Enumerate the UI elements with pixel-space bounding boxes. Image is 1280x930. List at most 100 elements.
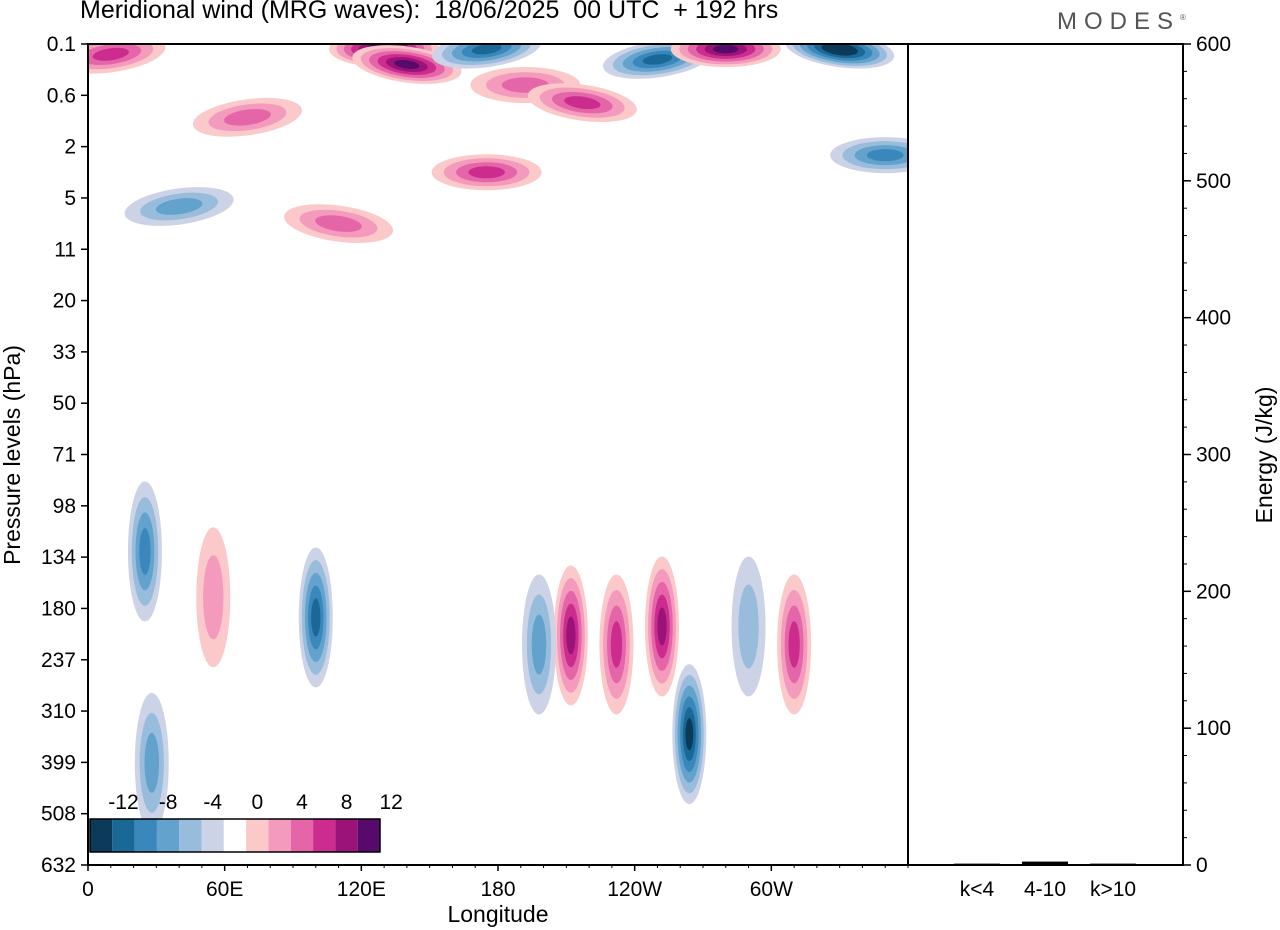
y-tick-label: 71 — [53, 444, 76, 467]
field-feature — [553, 565, 588, 706]
colorbar-label: -12 — [108, 791, 138, 814]
y-axis: 0.1 0.6 2 5 11 20 33 50 71 98 134 180 237 310 399 508 63… — [41, 33, 88, 877]
y-tick-label: 310 — [41, 700, 76, 723]
field-feature — [670, 44, 781, 68]
x-tick-label: 120E — [337, 878, 386, 901]
colorbar-swatch — [156, 819, 180, 852]
colorbar-swatch — [90, 819, 113, 852]
colorbar: -12 -8 -4 0 4 8 12 — [89, 791, 403, 853]
energy-plot-frame — [907, 43, 1184, 866]
y-tick-label: 180 — [41, 597, 76, 620]
energy-bar — [1022, 861, 1068, 865]
field-feature — [192, 97, 302, 137]
y-tick-label: 632 — [41, 854, 76, 877]
logo-text: MODES — [1057, 8, 1181, 35]
contour-fill — [155, 198, 203, 215]
contour-fill — [224, 108, 271, 126]
energy-axis-title: Energy (J/kg) — [1251, 387, 1277, 524]
y-axis-title: Pressure levels (hPa) — [0, 345, 25, 565]
y-tick-label: 399 — [41, 751, 76, 774]
x-tick-label: 60E — [206, 878, 243, 901]
energy-tick-label: 300 — [1196, 444, 1231, 467]
field-feature — [196, 527, 231, 668]
x-axis-title: Longitude — [447, 901, 548, 927]
chart-title: Meridional wind (MRG waves): 18/06/2025 … — [80, 0, 779, 24]
y-tick-label: 50 — [53, 392, 76, 415]
x-axis: 0 60E 120E 180 120W 60W — [82, 865, 909, 901]
x-tick-label: 60W — [750, 878, 793, 901]
x-tick-label: 120W — [607, 878, 662, 901]
field-feature — [777, 574, 812, 715]
contour-fill — [531, 614, 547, 675]
colorbar-border — [89, 818, 381, 853]
contour-fill — [92, 47, 129, 61]
colorbar-swatch — [223, 819, 247, 852]
field-feature — [298, 547, 333, 688]
field-feature — [830, 137, 908, 174]
y-tick-label: 0.1 — [47, 33, 76, 56]
field-feature — [527, 83, 637, 123]
energy-tick-label: 500 — [1196, 170, 1231, 193]
contour-fill — [657, 607, 667, 646]
y-tick-label: 20 — [53, 290, 76, 313]
contour-fill — [828, 45, 851, 54]
field-feature — [134, 692, 169, 833]
colorbar-swatch — [179, 819, 202, 852]
energy-tick-label: 600 — [1196, 33, 1231, 56]
contour-fill — [610, 621, 623, 668]
field-feature — [432, 44, 542, 69]
energy-tick-label: 400 — [1196, 307, 1231, 330]
energy-category-label: 4-10 — [1024, 878, 1066, 901]
colorbar-label: 8 — [341, 791, 353, 814]
y-tick-label: 33 — [53, 341, 76, 364]
y-tick-label: 5 — [64, 187, 76, 210]
colorbar-swatch — [313, 819, 336, 852]
contour-fill — [642, 54, 673, 65]
y-tick-label: 134 — [41, 546, 76, 569]
contour-fill — [866, 149, 904, 162]
colorbar-label: 0 — [251, 791, 263, 814]
contour-fill — [139, 528, 151, 575]
energy-tick-label: 0 — [1196, 854, 1208, 877]
field-feature — [431, 154, 542, 191]
contour-fill — [468, 166, 505, 179]
wind-field — [88, 44, 908, 833]
y-tick-label: 2 — [64, 136, 76, 159]
contour-fill — [203, 555, 224, 640]
field-feature — [645, 556, 679, 697]
modes-logo: MODES® — [1057, 8, 1186, 36]
contour-fill — [144, 732, 160, 793]
colorbar-swatch — [201, 819, 224, 852]
y-tick-label: 11 — [54, 238, 76, 261]
energy-bars: k<4 4-10 k>10 — [954, 861, 1136, 901]
registered-mark: ® — [1180, 13, 1186, 22]
energy-category-label: k>10 — [1090, 878, 1136, 901]
field-feature — [127, 481, 162, 622]
contour-fill — [685, 717, 694, 751]
energy-category-label: k<4 — [960, 878, 995, 901]
field-feature — [731, 556, 766, 697]
field-feature — [672, 664, 707, 805]
colorbar-swatch — [268, 819, 291, 852]
x-tick-label: 0 — [82, 878, 94, 901]
contour-fill — [311, 598, 321, 637]
contour-fill — [713, 44, 739, 54]
field-feature — [599, 574, 634, 715]
contour-fill — [788, 621, 800, 668]
colorbar-swatch — [112, 819, 135, 852]
energy-axis: 0 100 200 300 400 500 600 — [1183, 33, 1231, 877]
y-tick-label: 0.6 — [47, 84, 76, 107]
x-tick-label: 180 — [480, 878, 515, 901]
contour-fill — [471, 44, 502, 55]
y-tick-label: 98 — [53, 495, 76, 518]
colorbar-swatch — [246, 819, 269, 852]
contour-fill — [394, 60, 420, 70]
colorbar-label: 4 — [296, 791, 308, 814]
colorbar-label: 12 — [379, 791, 402, 814]
energy-tick-label: 100 — [1196, 717, 1231, 740]
field-feature — [124, 187, 234, 226]
y-tick-label: 508 — [41, 803, 76, 826]
colorbar-swatch — [357, 819, 380, 852]
colorbar-swatch — [134, 819, 157, 852]
